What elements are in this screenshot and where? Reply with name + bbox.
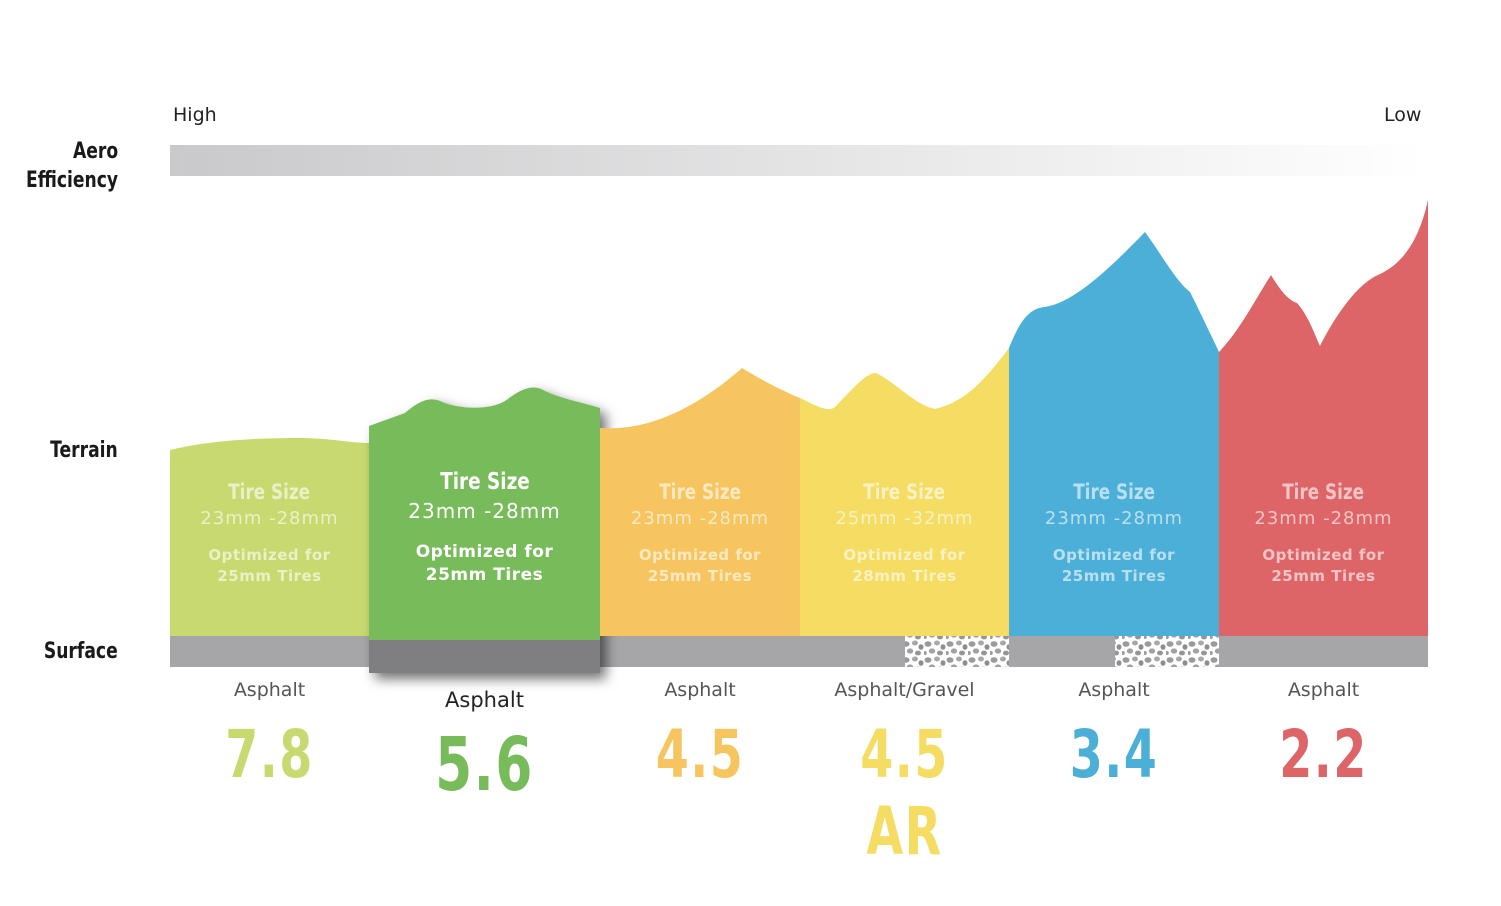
gravel-patch-1 <box>905 636 1009 667</box>
gravel-patches <box>905 636 1219 667</box>
tire-size-range: 23mm -28mm <box>630 508 770 529</box>
tire-info-5: Tire Size 23mm -28mm Optimized for 25mm Tir… <box>1009 480 1219 587</box>
aero-rating-6: 2.2 <box>1279 716 1368 793</box>
tire-info-3: Tire Size 23mm -28mm Optimized for 25mm Tir… <box>600 480 800 587</box>
terrain-shape-3 <box>600 368 800 636</box>
tire-size-title: Tire Size <box>228 480 311 504</box>
surface-name-6: Asphalt <box>1287 679 1360 701</box>
terrain-block-3 <box>600 368 800 636</box>
tire-size-range: 23mm -28mm <box>408 499 561 523</box>
optimized-line-2: 25mm Tires <box>1061 567 1167 585</box>
tire-info-4: Tire Size 25mm -32mm Optimized for 28mm Tir… <box>800 480 1009 587</box>
optimized-line-1: Optimized for <box>1052 546 1176 564</box>
terrain-block-5 <box>1009 232 1219 636</box>
surface-name-3: Asphalt <box>664 679 736 701</box>
tire-size-title: Tire Size <box>659 480 741 504</box>
optimized-note: Optimized for 25mm Tires <box>369 541 600 587</box>
surface-label-text: Surface <box>44 639 118 664</box>
surface-name-1: Asphalt <box>233 679 306 701</box>
tire-size-range: 25mm -32mm <box>835 508 974 529</box>
asphalt-surface-band <box>170 636 1428 667</box>
optimized-note: Optimized for 28mm Tires <box>800 545 1009 587</box>
tire-size-range: 23mm -28mm <box>1044 508 1184 529</box>
optimized-line-2: 25mm Tires <box>647 567 753 585</box>
optimized-line-2: 25mm Tires <box>425 565 544 585</box>
terrain-shape-4 <box>800 348 1009 636</box>
optimized-line-1: Optimized for <box>415 542 554 562</box>
aero-rating-4: 4.5 AR <box>860 716 949 870</box>
tire-size-range: 23mm -28mm <box>1254 508 1393 529</box>
optimized-line-1: Optimized for <box>638 546 762 564</box>
aero-label-line2: Efficiency <box>25 168 118 193</box>
optimized-note: Optimized for 25mm Tires <box>1009 545 1219 587</box>
aero-label-line1: Aero <box>72 139 118 164</box>
aero-rating-3: 4.5 <box>655 716 745 793</box>
terrain-shape-5 <box>1009 232 1219 636</box>
optimized-line-1: Optimized for <box>843 546 966 564</box>
aero-rating-2: 5.6 <box>435 722 534 808</box>
terrain-shape-6 <box>1219 200 1428 636</box>
tire-size-title: Tire Size <box>863 480 946 504</box>
surface-name-2: Asphalt <box>445 688 524 712</box>
tire-info-2: Tire Size 23mm -28mm Optimized for 25mm Tir… <box>369 469 600 587</box>
terrain-block-6 <box>1219 200 1428 636</box>
tire-size-range: 23mm -28mm <box>200 508 339 529</box>
tire-info-6: Tire Size 23mm -28mm Optimized for 25mm Tir… <box>1219 480 1428 587</box>
optimized-line-2: 28mm Tires <box>852 567 957 585</box>
terrain-block-1 <box>170 438 369 636</box>
aero-rating-5: 3.4 <box>1069 716 1159 793</box>
aero-high-label: High <box>173 104 217 126</box>
terrain-block-4 <box>800 348 1009 636</box>
optimized-note: Optimized for 25mm Tires <box>1219 545 1428 587</box>
aero-efficiency-label: Aero Efficiency <box>26 137 118 195</box>
terrain-shapes <box>170 200 1428 673</box>
terrain-label-text: Terrain <box>50 438 118 463</box>
tire-info-1: Tire Size 23mm -28mm Optimized for 25mm Tir… <box>170 480 369 587</box>
optimized-line-1: Optimized for <box>208 546 331 564</box>
optimized-line-1: Optimized for <box>1262 546 1385 564</box>
surface-name-4: Asphalt/Gravel <box>834 679 975 701</box>
optimized-note: Optimized for 25mm Tires <box>600 545 800 587</box>
aero-efficiency-gradient-bar <box>170 145 1428 176</box>
terrain-shape-2 <box>369 387 600 640</box>
surface-label: Surface <box>44 637 118 666</box>
tire-size-title: Tire Size <box>1073 480 1155 504</box>
tire-size-title: Tire Size <box>439 469 530 495</box>
optimized-line-2: 25mm Tires <box>1271 567 1376 585</box>
surface-bar <box>170 636 1428 667</box>
optimized-line-2: 25mm Tires <box>217 567 322 585</box>
surface-name-5: Asphalt <box>1078 679 1150 701</box>
aero-rating-1: 7.8 <box>225 716 314 793</box>
terrain-label: Terrain <box>50 436 118 465</box>
highlighted-surface-segment <box>369 640 600 673</box>
tire-size-title: Tire Size <box>1282 480 1365 504</box>
terrain-block-2 <box>369 387 600 673</box>
gravel-patch-2 <box>1115 636 1219 667</box>
terrain-shape-1 <box>170 438 369 636</box>
optimized-note: Optimized for 25mm Tires <box>170 545 369 587</box>
aero-low-label: Low <box>1384 104 1422 126</box>
